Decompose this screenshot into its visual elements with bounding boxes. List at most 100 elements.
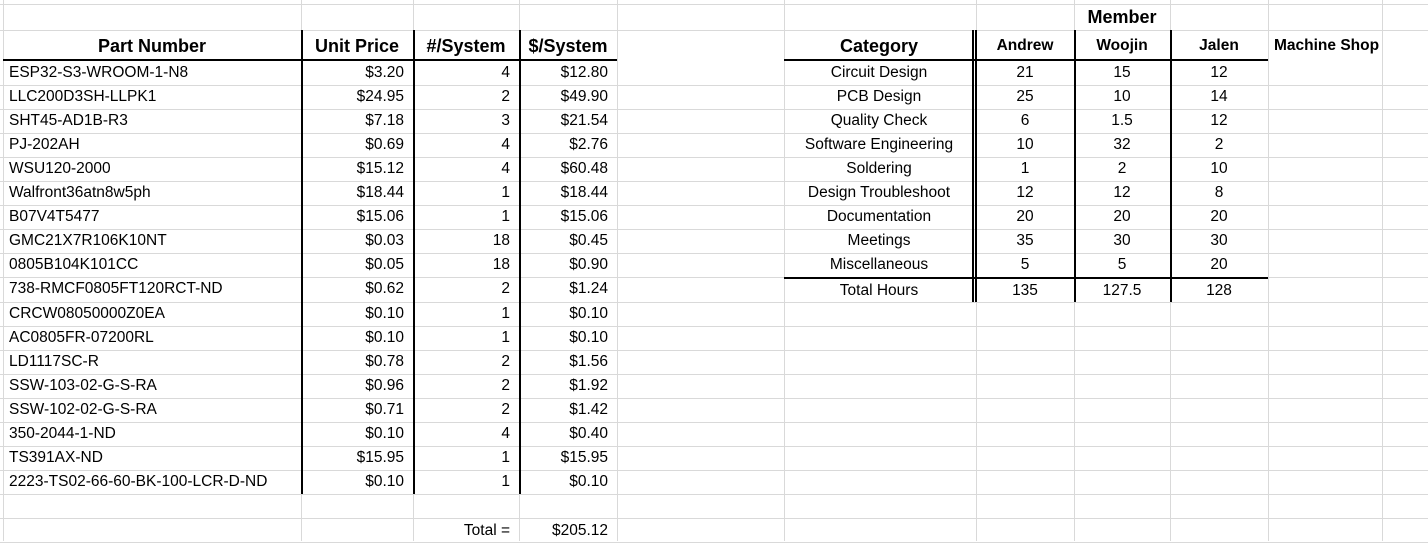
jalen-hours-cell[interactable]: 14 (1210, 88, 1228, 106)
header-unit-price[interactable]: Unit Price (314, 36, 400, 56)
count-per-system-cell[interactable]: 18 (492, 256, 510, 274)
cost-per-system-cell[interactable]: $1.92 (569, 376, 608, 394)
part-number-cell[interactable]: AC0805FR-07200RL (9, 328, 154, 346)
andrew-hours-cell[interactable]: 20 (1016, 208, 1034, 226)
part-number-cell[interactable]: 2223-TS02-66-60-BK-100-LCR-D-ND (9, 472, 268, 490)
cost-per-system-cell[interactable]: $12.80 (560, 64, 608, 81)
jalen-hours-cell[interactable]: 8 (1214, 184, 1224, 202)
cost-per-system-cell[interactable]: $60.48 (560, 160, 608, 178)
andrew-hours-cell[interactable]: 1 (1020, 160, 1030, 178)
jalen-hours-cell[interactable]: 20 (1210, 256, 1228, 274)
cost-per-system-cell[interactable]: $0.10 (569, 472, 608, 490)
cost-per-system-cell[interactable]: $2.76 (569, 136, 608, 154)
cost-per-system-cell[interactable]: $0.40 (569, 424, 608, 442)
total-label[interactable]: Total = (463, 522, 510, 539)
unit-price-cell[interactable]: $0.71 (365, 400, 404, 418)
header-machine-shop[interactable]: Machine Shop (1274, 37, 1380, 54)
andrew-hours-cell[interactable]: 35 (1016, 232, 1034, 250)
cost-per-system-cell[interactable]: $0.10 (569, 304, 608, 322)
category-cell[interactable]: Documentation (826, 208, 932, 226)
count-per-system-cell[interactable]: 2 (501, 376, 510, 394)
count-per-system-cell[interactable]: 2 (501, 352, 510, 370)
woojin-hours-cell[interactable]: 5 (1117, 256, 1127, 274)
cost-per-system-cell[interactable]: $0.90 (569, 256, 608, 274)
count-per-system-cell[interactable]: 1 (501, 184, 510, 202)
total-hours-jalen[interactable]: 128 (1206, 282, 1232, 299)
count-per-system-cell[interactable]: 2 (501, 280, 510, 298)
cost-per-system-cell[interactable]: $1.42 (569, 400, 608, 418)
count-per-system-cell[interactable]: 1 (501, 304, 510, 322)
woojin-hours-cell[interactable]: 20 (1113, 208, 1131, 226)
part-number-cell[interactable]: SSW-103-02-G-S-RA (9, 376, 157, 394)
cost-per-system-cell[interactable]: $0.10 (569, 328, 608, 346)
count-per-system-cell[interactable]: 2 (501, 88, 510, 106)
unit-price-cell[interactable]: $0.96 (365, 376, 404, 394)
count-per-system-cell[interactable]: 1 (501, 328, 510, 346)
part-number-cell[interactable]: WSU120-2000 (9, 160, 111, 178)
woojin-hours-cell[interactable]: 10 (1113, 88, 1131, 106)
total-hours-andrew[interactable]: 135 (1012, 282, 1038, 299)
jalen-hours-cell[interactable]: 12 (1210, 112, 1228, 130)
part-number-cell[interactable]: B07V4T5477 (9, 208, 100, 226)
unit-price-cell[interactable]: $0.10 (365, 304, 404, 322)
unit-price-cell[interactable]: $24.95 (356, 88, 404, 106)
category-cell[interactable]: Quality Check (830, 112, 928, 130)
unit-price-cell[interactable]: $15.06 (356, 208, 404, 226)
part-number-cell[interactable]: 350-2044-1-ND (9, 424, 116, 442)
part-number-cell[interactable]: CRCW08050000Z0EA (9, 304, 165, 322)
total-hours-woojin[interactable]: 127.5 (1102, 282, 1142, 299)
category-cell[interactable]: Miscellaneous (829, 256, 929, 274)
cost-per-system-cell[interactable]: $49.90 (560, 88, 608, 106)
andrew-hours-cell[interactable]: 6 (1020, 112, 1030, 130)
unit-price-cell[interactable]: $0.10 (365, 424, 404, 442)
cost-per-system-cell[interactable]: $21.54 (560, 112, 608, 130)
total-hours-label[interactable]: Total Hours (839, 282, 919, 299)
part-number-cell[interactable]: 0805B104K101CC (9, 256, 139, 274)
unit-price-cell[interactable]: $0.69 (365, 136, 404, 154)
count-per-system-cell[interactable]: 1 (501, 472, 510, 490)
count-per-system-cell[interactable]: 1 (501, 448, 510, 466)
category-cell[interactable]: Design Troubleshoot (807, 184, 951, 202)
unit-price-cell[interactable]: $0.62 (365, 280, 404, 298)
unit-price-cell[interactable]: $0.78 (365, 352, 404, 370)
count-per-system-cell[interactable]: 4 (501, 160, 510, 178)
unit-price-cell[interactable]: $0.10 (365, 328, 404, 346)
jalen-hours-cell[interactable]: 2 (1214, 136, 1224, 154)
andrew-hours-cell[interactable]: 25 (1016, 88, 1034, 106)
jalen-hours-cell[interactable]: 10 (1210, 160, 1228, 178)
header-woojin[interactable]: Woojin (1096, 37, 1148, 54)
andrew-hours-cell[interactable]: 10 (1016, 136, 1034, 154)
category-cell[interactable]: Circuit Design (830, 64, 928, 81)
unit-price-cell[interactable]: $0.10 (365, 472, 404, 490)
cost-per-system-cell[interactable]: $1.56 (569, 352, 608, 370)
unit-price-cell[interactable]: $7.18 (365, 112, 404, 130)
count-per-system-cell[interactable]: 18 (492, 232, 510, 250)
part-number-cell[interactable]: SHT45-AD1B-R3 (9, 112, 128, 130)
unit-price-cell[interactable]: $0.05 (365, 256, 404, 274)
part-number-cell[interactable]: Walfront36atn8w5ph (9, 184, 151, 202)
woojin-hours-cell[interactable]: 12 (1113, 184, 1131, 202)
part-number-cell[interactable]: LD1117SC-R (9, 352, 99, 370)
part-number-cell[interactable]: PJ-202AH (9, 136, 80, 154)
cost-per-system-cell[interactable]: $0.45 (569, 232, 608, 250)
unit-price-cell[interactable]: $0.03 (365, 232, 404, 250)
count-per-system-cell[interactable]: 1 (501, 208, 510, 226)
category-cell[interactable]: Soldering (846, 160, 912, 178)
total-value[interactable]: $205.12 (551, 522, 608, 539)
header-part-number[interactable]: Part Number (97, 36, 207, 56)
part-number-cell[interactable]: GMC21X7R106K10NT (9, 232, 167, 250)
jalen-hours-cell[interactable]: 30 (1210, 232, 1228, 250)
unit-price-cell[interactable]: $18.44 (356, 184, 404, 202)
cost-per-system-cell[interactable]: $1.24 (569, 280, 608, 298)
woojin-hours-cell[interactable]: 15 (1113, 64, 1131, 81)
jalen-hours-cell[interactable]: 12 (1210, 64, 1228, 81)
unit-price-cell[interactable]: $15.12 (356, 160, 404, 178)
category-cell[interactable]: Meetings (847, 232, 911, 250)
count-per-system-cell[interactable]: 4 (501, 424, 510, 442)
part-number-cell[interactable]: SSW-102-02-G-S-RA (9, 400, 157, 418)
jalen-hours-cell[interactable]: 20 (1210, 208, 1228, 226)
cost-per-system-cell[interactable]: $18.44 (560, 184, 608, 202)
andrew-hours-cell[interactable]: 21 (1016, 64, 1034, 81)
woojin-hours-cell[interactable]: 30 (1113, 232, 1131, 250)
